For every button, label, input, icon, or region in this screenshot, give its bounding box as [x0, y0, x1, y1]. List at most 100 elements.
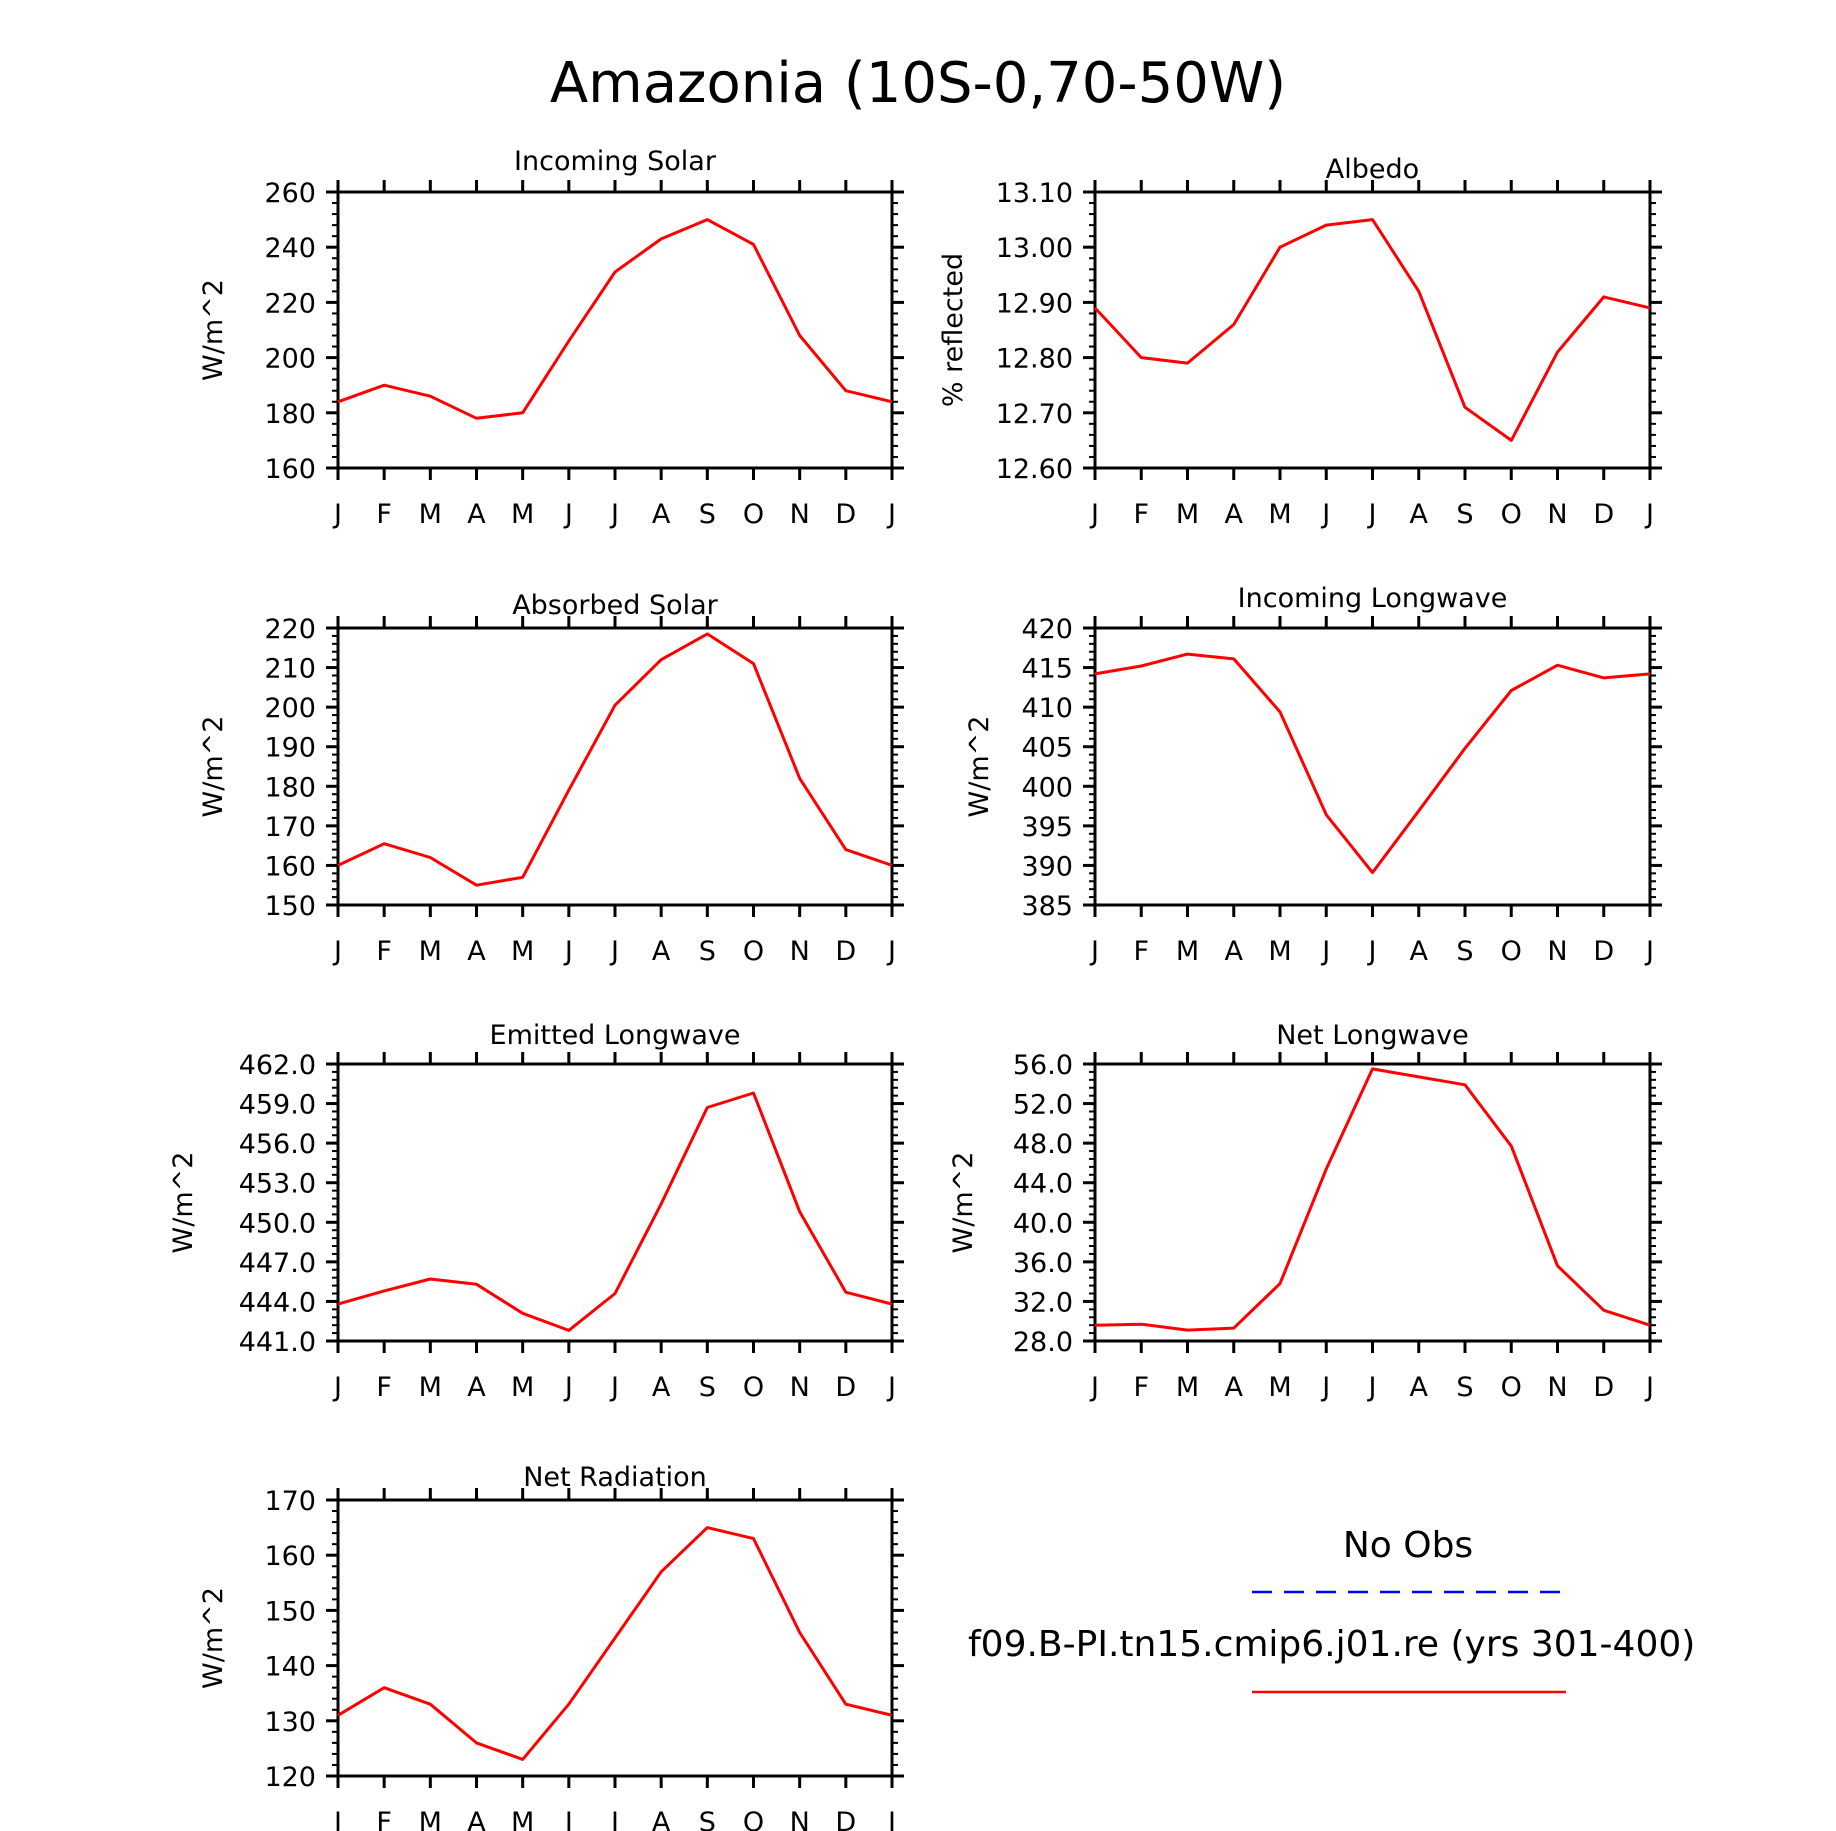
chart-panel-7: Net Radiation W/m^2 J F M A M J J A S O N D J 120 130 140…	[198, 1462, 904, 1831]
x-tick-label: S	[699, 1807, 716, 1831]
y-tick-label: 13.10	[996, 178, 1073, 209]
y-tick-label: 130	[264, 1707, 316, 1738]
legend: No Obs f09.B-PI.tn15.cmip6.j01.re (yrs 3…	[968, 1525, 1695, 1694]
x-tick-label: J	[1644, 1372, 1654, 1403]
x-tick-label: J	[332, 1807, 342, 1831]
panel-title: Net Longwave	[1276, 1020, 1469, 1051]
plot-frame	[1093, 190, 1652, 470]
y-axis-label: W/m^2	[198, 716, 229, 818]
x-tick-label: D	[835, 936, 856, 967]
panel-title: Albedo	[1326, 154, 1419, 185]
y-tick-label: 36.0	[1013, 1248, 1073, 1279]
y-tick-label: 170	[264, 812, 316, 843]
x-tick-label: D	[835, 1372, 856, 1403]
x-tick-label: J	[1320, 1372, 1330, 1403]
series-line	[337, 1526, 893, 1761]
x-tick-label: J	[1367, 499, 1377, 530]
x-tick-label: M	[419, 499, 442, 530]
x-tick-label: J	[886, 499, 896, 530]
x-tick-label: M	[511, 1372, 534, 1403]
x-tick-label: J	[332, 936, 342, 967]
y-tick-label: 240	[264, 233, 316, 264]
x-tick-label: J	[609, 1807, 619, 1831]
y-tick-label: 48.0	[1013, 1129, 1073, 1160]
x-tick-label: A	[467, 499, 486, 530]
x-tick-label: J	[609, 936, 619, 967]
x-tick-label: D	[1593, 499, 1614, 530]
y-tick-label: 459.0	[239, 1090, 316, 1121]
x-tick-label: A	[1410, 499, 1429, 530]
x-tick-label: A	[652, 499, 671, 530]
x-tick-label: F	[1133, 499, 1149, 530]
y-tick-label: 420	[1021, 614, 1073, 645]
x-tick-label: S	[699, 1372, 716, 1403]
x-tick-label: F	[376, 1372, 392, 1403]
x-tick-label: J	[1644, 936, 1654, 967]
y-tick-label: 12.60	[996, 454, 1073, 485]
y-tick-label: 395	[1021, 812, 1073, 843]
y-axis-label: % reflected	[938, 253, 969, 407]
y-tick-label: 200	[264, 693, 316, 724]
x-tick-label: M	[419, 1372, 442, 1403]
x-tick-label: M	[419, 1807, 442, 1831]
y-tick-label: 410	[1021, 693, 1073, 724]
y-tick-label: 385	[1021, 891, 1073, 922]
x-tick-label: J	[1367, 936, 1377, 967]
y-tick-label: 180	[264, 772, 316, 803]
x-tick-label: S	[699, 499, 716, 530]
y-tick-label: 462.0	[239, 1050, 316, 1081]
y-tick-label: 32.0	[1013, 1287, 1073, 1318]
x-tick-label: M	[1176, 1372, 1199, 1403]
y-tick-label: 220	[264, 288, 316, 319]
x-tick-label: J	[563, 1372, 573, 1403]
y-tick-label: 44.0	[1013, 1169, 1073, 1200]
y-tick-label: 456.0	[239, 1129, 316, 1160]
y-tick-label: 12.70	[996, 399, 1073, 430]
x-tick-label: A	[652, 936, 671, 967]
y-tick-label: 405	[1021, 733, 1073, 764]
x-tick-label: J	[1320, 499, 1330, 530]
x-tick-label: J	[886, 936, 896, 967]
x-tick-label: O	[1501, 1372, 1522, 1403]
panel-title: Emitted Longwave	[490, 1020, 741, 1051]
plot-frame	[336, 190, 894, 470]
x-tick-label: O	[1501, 936, 1522, 967]
y-tick-label: 12.80	[996, 344, 1073, 375]
x-tick-label: O	[743, 499, 764, 530]
y-tick-label: 56.0	[1013, 1050, 1073, 1081]
y-tick-label: 170	[264, 1486, 316, 1517]
x-tick-label: A	[652, 1807, 671, 1831]
x-tick-label: J	[886, 1372, 896, 1403]
x-tick-label: O	[743, 936, 764, 967]
x-tick-label: S	[1456, 499, 1473, 530]
x-tick-label: M	[419, 936, 442, 967]
y-tick-label: 150	[264, 891, 316, 922]
y-tick-label: 52.0	[1013, 1090, 1073, 1121]
x-tick-label: N	[1547, 499, 1567, 530]
x-tick-label: A	[1225, 1372, 1244, 1403]
y-tick-label: 160	[264, 1541, 316, 1572]
x-tick-label: A	[467, 936, 486, 967]
series-line	[1094, 1067, 1651, 1332]
y-tick-label: 447.0	[239, 1248, 316, 1279]
panel-title: Incoming Longwave	[1238, 583, 1508, 614]
x-tick-label: O	[743, 1807, 764, 1831]
x-tick-label: A	[1410, 936, 1429, 967]
x-tick-label: J	[609, 499, 619, 530]
series-line	[337, 218, 893, 420]
y-axis-label: W/m^2	[948, 1152, 979, 1254]
series-line	[337, 632, 893, 887]
legend-model-label: f09.B-PI.tn15.cmip6.j01.re (yrs 301-400)	[968, 1624, 1695, 1665]
figure-title: Amazonia (10S-0,70-50W)	[550, 51, 1286, 116]
x-tick-label: J	[1089, 936, 1099, 967]
x-tick-label: D	[1593, 936, 1614, 967]
x-tick-label: D	[835, 499, 856, 530]
x-tick-label: A	[467, 1372, 486, 1403]
y-tick-label: 120	[264, 1762, 316, 1793]
x-tick-label: O	[1501, 499, 1522, 530]
